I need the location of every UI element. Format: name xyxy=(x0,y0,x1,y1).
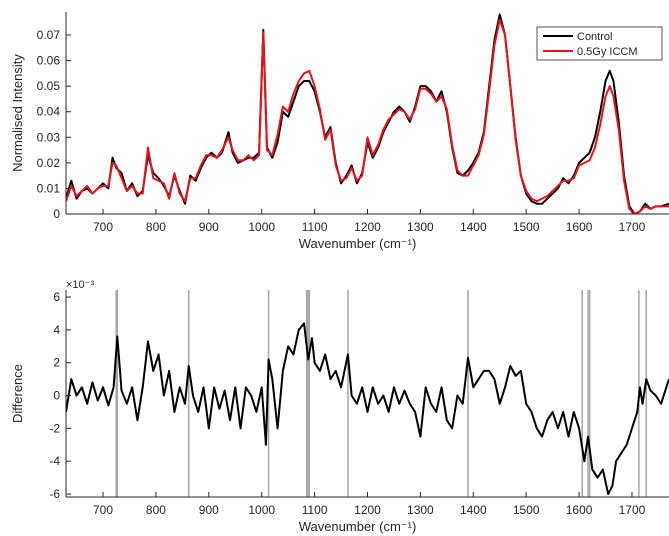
x-tick-label: 1600 xyxy=(566,503,593,517)
y-tick-label: 0.03 xyxy=(37,130,61,144)
legend-label: Control xyxy=(577,31,612,43)
x-tick-label: 1200 xyxy=(354,220,381,234)
x-tick-label: 1300 xyxy=(407,220,434,234)
y-axis-label: Normalised Intensity xyxy=(10,54,25,172)
y-tick-label: 0.02 xyxy=(37,156,61,170)
x-axis-label: Wavenumber (cm⁻¹) xyxy=(299,519,417,534)
x-axis-label: Wavenumber (cm⁻¹) xyxy=(299,236,417,251)
y-tick-label: -2 xyxy=(49,421,60,435)
y-tick-label: -6 xyxy=(49,487,60,501)
y-tick-label: -4 xyxy=(49,454,60,468)
y-tick-label: 0.01 xyxy=(37,181,61,195)
series-line xyxy=(66,18,669,214)
x-tick-label: 1700 xyxy=(619,503,646,517)
legend-label: 0.5Gy ICCM xyxy=(577,46,638,58)
y-tick-label: 2 xyxy=(53,356,60,370)
x-tick-label: 1100 xyxy=(302,503,328,517)
y-tick-label: 0 xyxy=(53,389,60,403)
series-line xyxy=(66,322,669,496)
y-tick-label: 0.05 xyxy=(37,79,61,93)
x-tick-label: 1500 xyxy=(513,220,540,234)
y-tick-label: 0.07 xyxy=(37,28,61,42)
y-tick-label: 6 xyxy=(53,290,60,304)
x-tick-label: 1600 xyxy=(566,220,593,234)
x-tick-label: 1400 xyxy=(460,220,487,234)
x-tick-label: 1500 xyxy=(513,503,540,517)
plot-area xyxy=(66,13,669,214)
x-tick-label: 1000 xyxy=(248,503,275,517)
x-tick-label: 1200 xyxy=(354,503,381,517)
x-tick-label: 900 xyxy=(199,503,219,517)
x-tick-label: 800 xyxy=(146,220,166,234)
x-tick-label: 800 xyxy=(146,503,166,517)
y-tick-label: 0 xyxy=(53,207,60,221)
x-tick-label: 1400 xyxy=(460,503,487,517)
y-multiplier: ×10⁻³ xyxy=(66,279,94,291)
legend-box xyxy=(536,26,663,61)
x-tick-label: 900 xyxy=(199,220,219,234)
x-tick-label: 1000 xyxy=(248,220,275,234)
y-tick-label: 4 xyxy=(53,323,60,337)
x-tick-label: 700 xyxy=(93,503,113,517)
plot-area xyxy=(66,290,669,497)
y-axis-label: Difference xyxy=(10,364,25,423)
y-tick-label: 0.04 xyxy=(37,105,61,119)
x-tick-label: 1700 xyxy=(619,220,646,234)
y-tick-label: 0.06 xyxy=(37,54,61,68)
x-tick-label: 700 xyxy=(93,220,113,234)
x-tick-label: 1100 xyxy=(302,220,328,234)
x-tick-label: 1300 xyxy=(407,503,434,517)
